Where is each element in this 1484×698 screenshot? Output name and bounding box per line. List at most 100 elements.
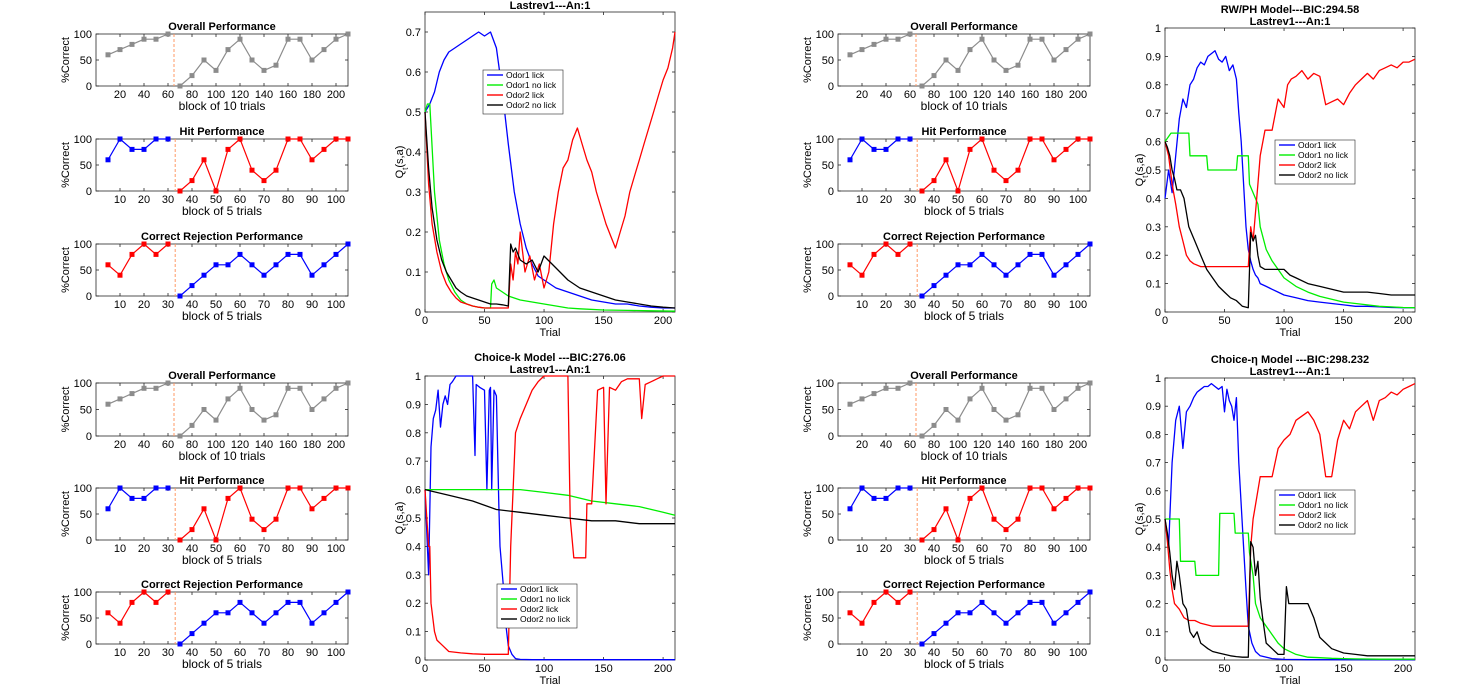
y-tick-label: 50 <box>80 265 92 277</box>
data-point <box>298 137 302 141</box>
x-axis-label: block of 10 trials <box>179 449 266 463</box>
legend-entry: Odor2 no lick <box>1298 520 1349 530</box>
chart-title: Overall Performance <box>168 21 276 33</box>
y-tick-label: 0.5 <box>1146 514 1161 526</box>
data-point <box>310 58 314 62</box>
chart-title: Correct Rejection Performance <box>141 231 303 243</box>
x-tick-label: 200 <box>327 439 345 451</box>
data-point <box>346 590 350 594</box>
x-tick-label: 10 <box>856 299 868 311</box>
legend-entry: Odor2 no lick <box>506 100 557 110</box>
x-axis-label: Trial <box>540 675 561 687</box>
data-point <box>1004 273 1008 277</box>
data-point <box>1028 137 1032 141</box>
data-point <box>322 397 326 401</box>
x-tick-label: 10 <box>114 194 126 206</box>
data-point <box>908 381 912 385</box>
data-point <box>238 486 242 490</box>
x-tick-label: 200 <box>654 663 672 675</box>
y-axis-label: %Correct <box>60 387 72 433</box>
data-point <box>1016 168 1020 172</box>
data-point <box>346 242 350 246</box>
y-tick-label: 100 <box>74 29 92 41</box>
y-tick-label: 100 <box>74 587 92 599</box>
data-point <box>262 179 266 183</box>
data-point <box>1040 252 1044 256</box>
data-point <box>908 486 912 490</box>
legend-entry: Odor2 lick <box>1298 510 1337 520</box>
chart-subtitle: Lastrev1---An:1 <box>510 0 591 12</box>
data-point <box>956 263 960 267</box>
performance-chart: 20 40 60 80 100 120 140 160 180 200 0 50 100 Overall … <box>802 21 1092 113</box>
chart-title: Hit Performance <box>180 126 265 138</box>
x-tick-label: 100 <box>327 647 345 659</box>
data-point <box>860 621 864 625</box>
chart-title: RW/PH Model---BIC:294.58 <box>1221 4 1360 16</box>
y-tick-label: 100 <box>74 239 92 251</box>
x-tick-label: 30 <box>162 194 174 206</box>
y-tick-label: 0.9 <box>406 399 421 411</box>
y-tick-label: 0.2 <box>1146 250 1161 262</box>
data-point <box>1016 263 1020 267</box>
chart-title: Choice-k Model ---BIC:276.06 <box>474 352 626 364</box>
data-point <box>262 528 266 532</box>
x-tick-label: 100 <box>327 543 345 555</box>
x-tick-label: 150 <box>1334 663 1352 675</box>
data-point <box>1064 611 1068 615</box>
data-point <box>118 397 122 401</box>
y-tick-label: 0 <box>828 535 834 547</box>
y-tick-label: 50 <box>822 265 834 277</box>
x-tick-label: 90 <box>1048 543 1060 555</box>
data-point <box>322 147 326 151</box>
performance-chart: 20 40 60 80 100 120 140 160 180 200 0 50 100 Overall … <box>60 21 350 113</box>
data-point <box>1088 32 1092 36</box>
data-point <box>142 37 146 41</box>
data-point <box>1064 397 1068 401</box>
x-tick-label: 90 <box>1048 299 1060 311</box>
data-point <box>872 392 876 396</box>
y-axis-label: %Correct <box>802 387 814 433</box>
data-point <box>118 621 122 625</box>
y-tick-label: 0.7 <box>1146 458 1161 470</box>
data-point <box>1064 147 1068 151</box>
data-point <box>968 397 972 401</box>
x-tick-label: 60 <box>162 89 174 101</box>
y-tick-label: 0 <box>828 186 834 198</box>
chart-title: Correct Rejection Performance <box>883 579 1045 591</box>
data-point <box>932 179 936 183</box>
x-tick-label: 90 <box>306 543 318 555</box>
x-tick-label: 80 <box>1024 543 1036 555</box>
data-point <box>250 517 254 521</box>
y-tick-label: 0.3 <box>406 187 421 199</box>
x-tick-label: 30 <box>904 647 916 659</box>
data-point <box>1052 621 1056 625</box>
y-tick-label: 50 <box>80 613 92 625</box>
x-tick-label: 40 <box>880 89 892 101</box>
y-tick-label: 0 <box>86 639 92 651</box>
legend-entry: Odor1 no lick <box>506 80 557 90</box>
y-tick-label: 100 <box>74 483 92 495</box>
x-tick-label: 10 <box>114 543 126 555</box>
data-point <box>298 600 302 604</box>
y-axis-label: %Correct <box>60 491 72 537</box>
chart-subtitle: Lastrev1---An:1 <box>510 364 591 376</box>
y-tick-label: 100 <box>74 378 92 390</box>
y-tick-label: 0.8 <box>1146 80 1161 92</box>
y-tick-label: 0 <box>86 186 92 198</box>
data-point <box>202 408 206 412</box>
data-point <box>262 68 266 72</box>
x-tick-label: 90 <box>1048 647 1060 659</box>
data-point <box>1076 252 1080 256</box>
plot-area <box>425 12 675 312</box>
data-point <box>310 158 314 162</box>
y-tick-label: 0.3 <box>1146 222 1161 234</box>
y-tick-label: 0.2 <box>406 227 421 239</box>
performance-chart: 10 20 30 40 50 60 70 80 90 100 0 50 100 Hit Performan… <box>802 126 1092 218</box>
data-point <box>334 252 338 256</box>
data-point <box>142 386 146 390</box>
data-point <box>250 58 254 62</box>
y-tick-label: 0 <box>86 535 92 547</box>
data-point <box>920 189 924 193</box>
data-point <box>1088 242 1092 246</box>
